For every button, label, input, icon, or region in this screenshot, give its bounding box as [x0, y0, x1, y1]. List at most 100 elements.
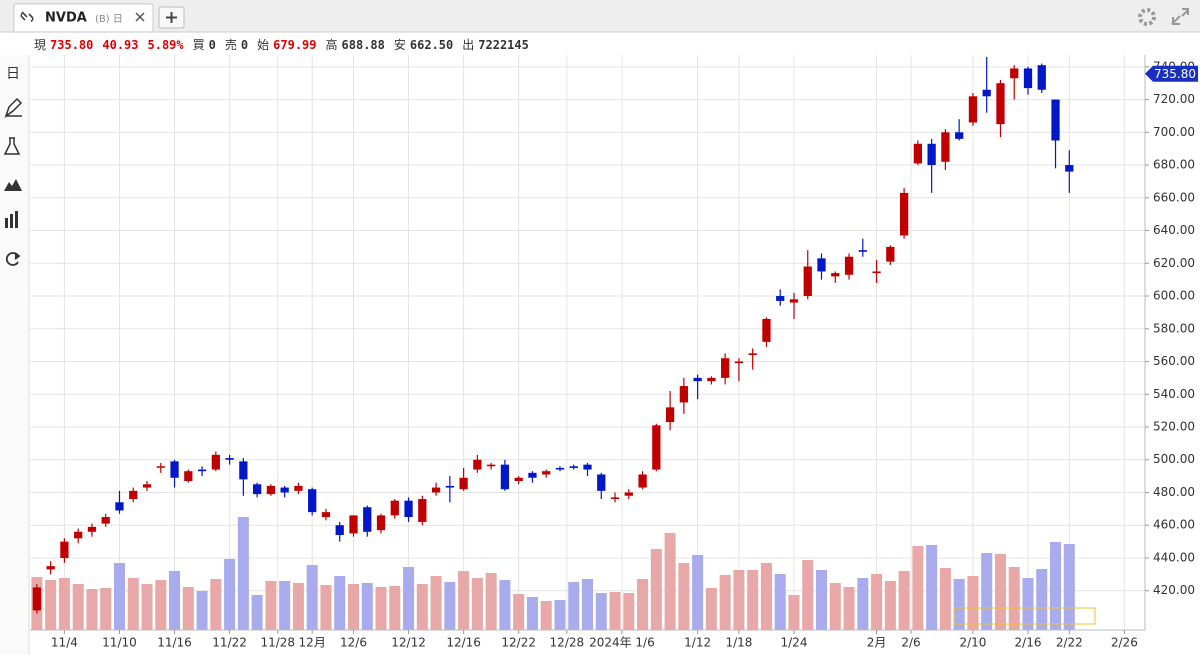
x-tick-label: 2/10 — [959, 636, 986, 650]
quote-label: 現 — [34, 38, 47, 52]
x-tick-label: 2/22 — [1056, 636, 1083, 650]
candle-body — [872, 271, 881, 274]
plus-icon — [166, 12, 177, 23]
volume-bar — [994, 554, 1006, 630]
volume-bar — [182, 587, 194, 630]
quote-item: 40.93 — [102, 38, 138, 52]
candle-body — [445, 485, 454, 488]
candle-body — [87, 526, 97, 532]
quote-bar: 現 735.80 40.93 5.89% 買 0 売 0 始 679.99 高 688.88 安 662.… — [34, 36, 538, 53]
y-tick-label: 660.00 — [1153, 190, 1195, 204]
y-tick-label: 540.00 — [1153, 387, 1195, 401]
volume-bar — [471, 578, 483, 630]
candle-body — [831, 273, 840, 277]
settings-button[interactable] — [1138, 8, 1156, 26]
x-tick-label: 2/6 — [901, 636, 920, 650]
tab[interactable] — [13, 3, 154, 33]
volume-bar — [692, 555, 704, 630]
candle-body — [487, 464, 496, 467]
tab-symbol: NVDA — [45, 11, 87, 26]
candle-body — [555, 467, 565, 470]
volume-bar — [169, 571, 181, 630]
y-tick-label: 440.00 — [1153, 550, 1195, 564]
candle-body — [500, 464, 510, 490]
y-tick-label: 500.00 — [1153, 452, 1195, 466]
candle-body — [665, 407, 675, 423]
volume-bar — [251, 595, 263, 630]
quote-label: 売 — [224, 38, 237, 52]
candle-body — [886, 246, 895, 262]
volume-bar — [499, 580, 511, 630]
candle-body — [1037, 65, 1046, 90]
x-tick-label: 12/6 — [340, 636, 367, 650]
period-button[interactable]: 日 — [6, 66, 20, 82]
candle-body — [197, 469, 207, 472]
candle-body — [803, 266, 812, 297]
volume-bar — [637, 579, 649, 630]
range-selector[interactable] — [953, 607, 1096, 625]
draw-tool-button[interactable] — [4, 97, 23, 118]
volume-bar — [760, 563, 772, 630]
volume-bar — [347, 584, 359, 630]
chart-type-button[interactable] — [5, 211, 18, 228]
tab-close[interactable] — [135, 12, 145, 22]
volume-bar — [595, 593, 607, 630]
y-tick-label: 640.00 — [1153, 223, 1195, 237]
quote-item: 高 688.88 — [326, 38, 385, 52]
volume-bar — [1063, 544, 1075, 630]
volume-bar — [1050, 542, 1062, 630]
candle-body — [597, 474, 606, 491]
volume-bar — [196, 591, 208, 630]
candle-body — [101, 517, 110, 524]
compare-button[interactable] — [4, 179, 22, 191]
candle-body — [431, 487, 441, 493]
candle-body — [652, 425, 661, 470]
volume-bar — [210, 579, 222, 630]
tab-bar — [0, 0, 1200, 32]
x-tick-label: 11/16 — [157, 636, 192, 650]
candle-body — [142, 484, 152, 488]
candle-body — [528, 472, 537, 478]
y-tick-label: 580.00 — [1153, 321, 1195, 335]
x-tick-label: 1/12 — [684, 636, 711, 650]
x-tick-label: 2/16 — [1015, 636, 1042, 650]
expand-button[interactable] — [1171, 8, 1189, 25]
volume-bar — [802, 560, 814, 630]
volume-bar — [678, 563, 690, 630]
volume-bar — [306, 565, 318, 630]
volume-bar — [609, 592, 621, 630]
quote-value: 7222145 — [478, 38, 529, 52]
candle-body — [817, 258, 826, 272]
volume-bar — [86, 589, 98, 630]
volume-bar — [788, 595, 800, 630]
candle-body — [253, 484, 262, 495]
candle-body — [170, 461, 179, 478]
volume-bar — [747, 570, 759, 630]
x-tick-label: 2/26 — [1111, 636, 1138, 650]
indicator-button[interactable] — [3, 137, 21, 155]
candle-body — [982, 89, 991, 97]
volume-bar — [1036, 569, 1048, 630]
candle-body — [514, 477, 523, 482]
grid — [30, 55, 1145, 630]
reload-button[interactable] — [5, 252, 21, 266]
candle-body — [955, 132, 964, 139]
volume-bar — [72, 584, 84, 630]
candle-body — [321, 512, 331, 518]
volume-bar — [320, 585, 332, 630]
volume-bar — [513, 594, 525, 630]
volume-bar — [623, 593, 635, 630]
candle-body — [184, 471, 193, 482]
candle-body — [1051, 99, 1060, 141]
quote-item: 出 7222145 — [462, 38, 529, 52]
candle-body — [1023, 68, 1033, 89]
volume-bar — [719, 575, 731, 630]
candle-body — [968, 96, 978, 123]
candle-body — [115, 502, 124, 511]
quote-label: 始 — [257, 38, 270, 52]
link-icon — [20, 11, 34, 23]
candle-body — [239, 461, 248, 480]
quote-value: 662.50 — [409, 38, 454, 52]
